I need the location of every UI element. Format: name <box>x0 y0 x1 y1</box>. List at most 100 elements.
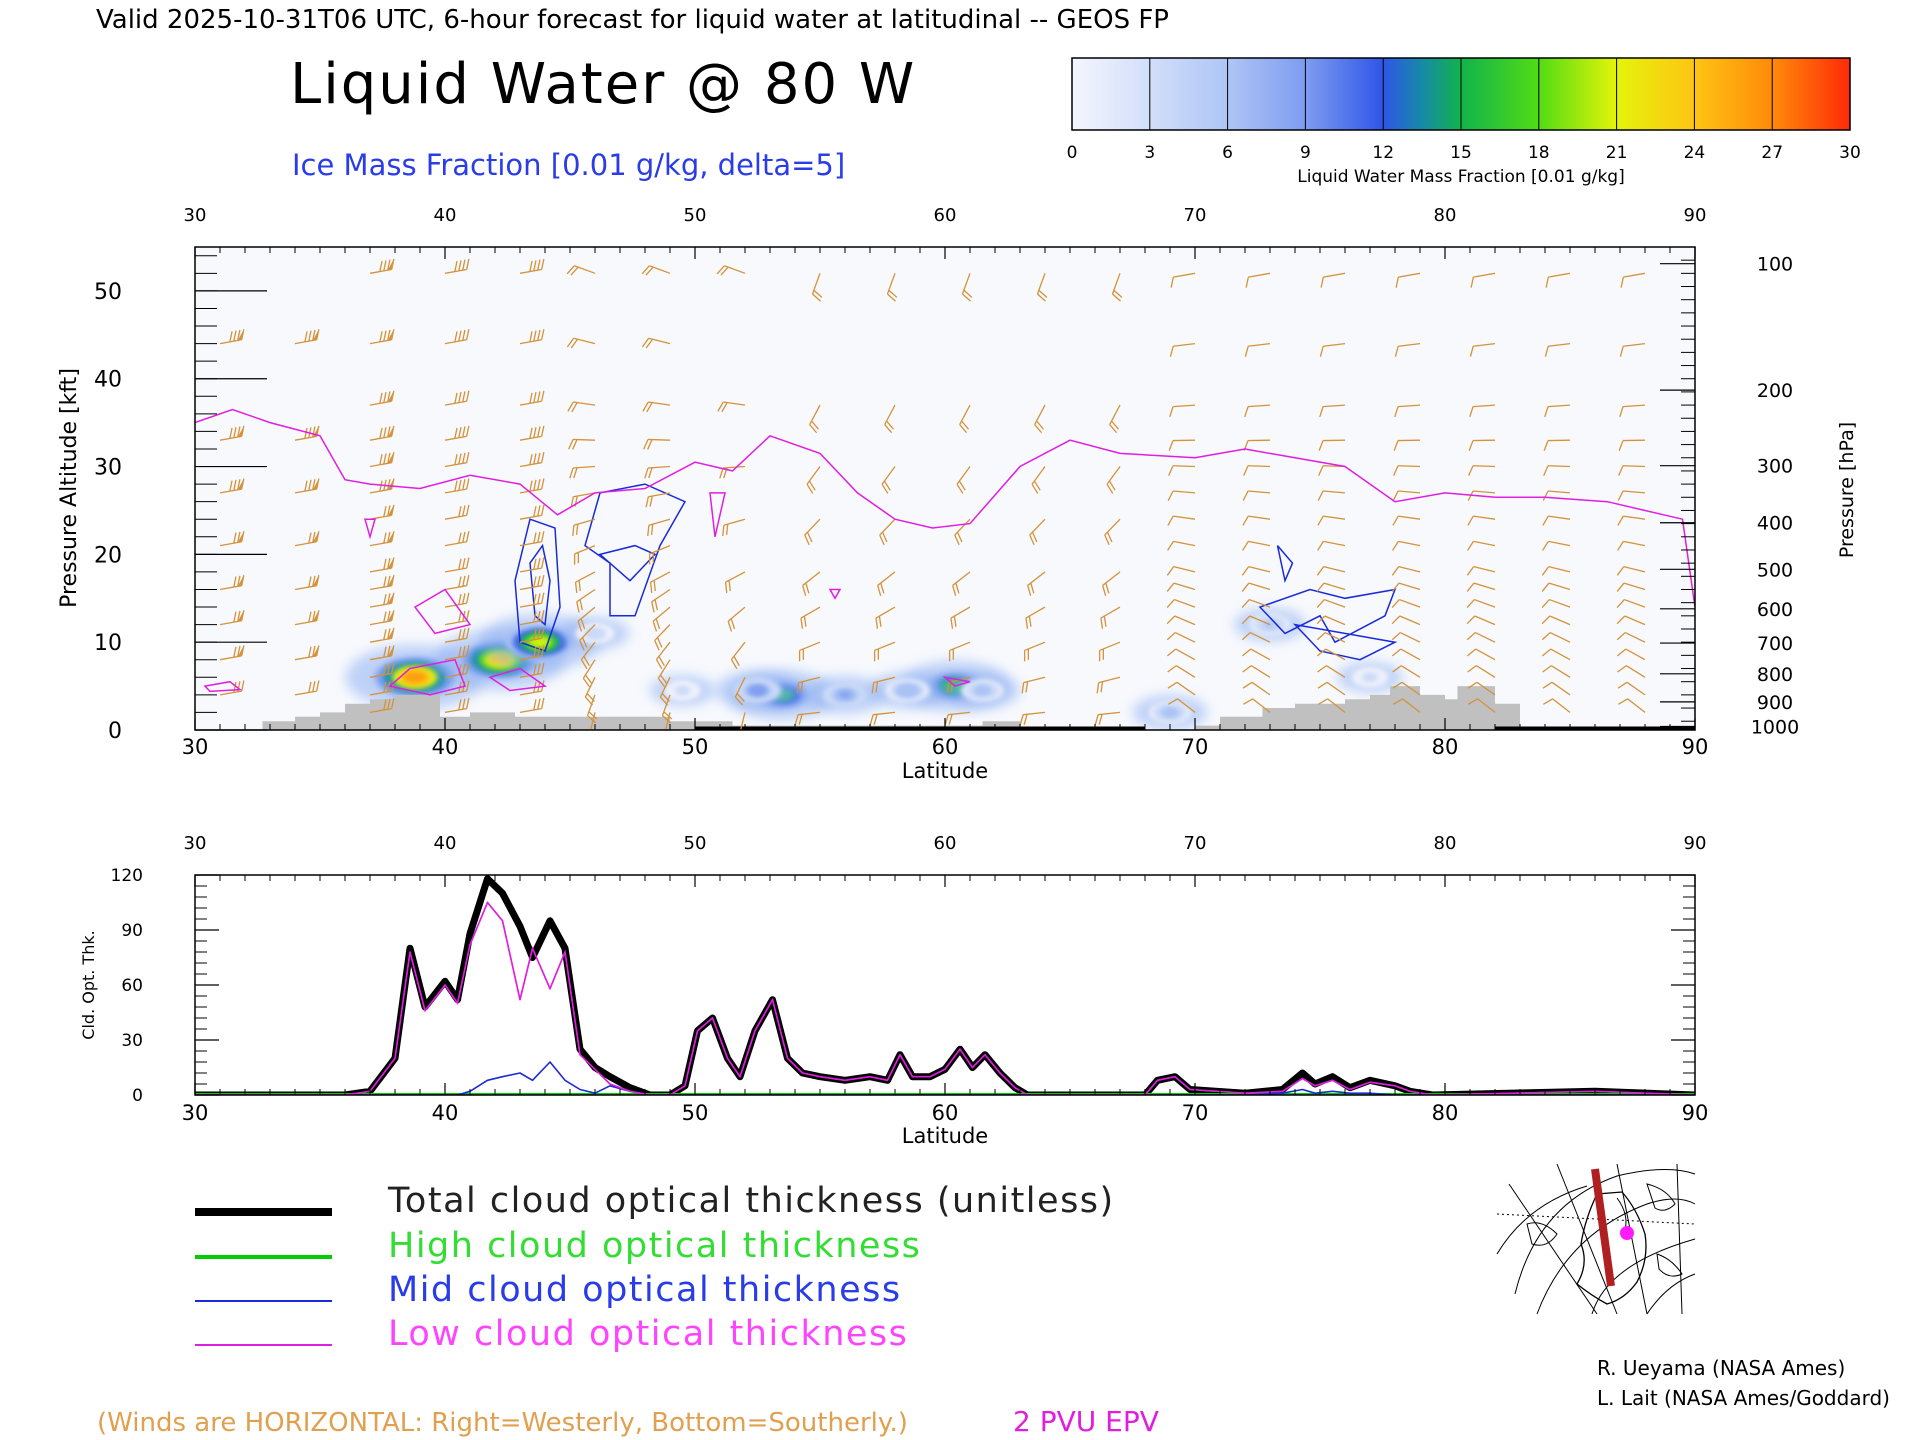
credit-ueyama: R. Ueyama (NASA Ames) <box>1597 1356 1845 1380</box>
wind-barb <box>1392 665 1421 678</box>
wind-barb <box>734 677 746 706</box>
wind-barb <box>1394 342 1421 357</box>
wind-barb <box>1166 598 1196 609</box>
wind-barb <box>1467 540 1496 551</box>
colorbar-tick-label: 6 <box>1222 143 1233 163</box>
liquid-water-patch <box>868 672 947 709</box>
wind-barb <box>877 571 896 596</box>
wind-barb <box>1543 465 1571 476</box>
wind-barb <box>652 606 671 632</box>
ice-contour <box>584 483 687 617</box>
wind-barb <box>647 518 671 537</box>
pressure-tick-label: 900 <box>1757 692 1793 714</box>
wind-barb <box>1467 648 1496 661</box>
epv-contour <box>709 492 726 537</box>
wind-barb <box>589 712 600 730</box>
pressure-tick-label: 100 <box>1757 254 1793 276</box>
wind-barb <box>1034 404 1046 434</box>
x-top-tick-label: 50 <box>684 205 707 226</box>
wind-barb <box>651 588 671 613</box>
y-tick-label: 40 <box>94 368 122 393</box>
transect-route <box>1591 1168 1615 1287</box>
wind-barb <box>1470 272 1496 288</box>
wind-barb <box>1468 465 1496 476</box>
location-dot <box>1620 1226 1634 1240</box>
x-tick-label: 90 <box>1682 735 1709 759</box>
pressure-tick-label: 500 <box>1757 559 1793 581</box>
wind-barb <box>802 571 821 596</box>
wind-barb <box>1317 681 1346 696</box>
colorbar: 0 3 6 9 12 15 18 21 24 27 30 Liquid Water Mass Fra… <box>1067 57 1861 187</box>
x-top-tick-label: 80 <box>1434 205 1457 226</box>
wind-barb <box>580 641 596 670</box>
terrain-fill <box>195 686 1695 730</box>
wind-barb <box>1318 698 1346 713</box>
wind-barb <box>1111 273 1123 302</box>
y2-tick-label: 90 <box>121 921 143 941</box>
wind-barb <box>444 452 470 468</box>
legend-label-high: High cloud optical thickness <box>388 1226 921 1266</box>
x-tick-label: 80 <box>1432 735 1459 759</box>
wind-barb <box>796 676 821 694</box>
wind-barb <box>798 641 821 662</box>
wind-barb <box>444 531 470 547</box>
wind-barb <box>811 273 823 302</box>
wind-barb <box>794 711 821 726</box>
y-tick-label: 0 <box>108 719 122 744</box>
wind-barb <box>1616 631 1646 643</box>
wind-barb <box>1391 565 1421 576</box>
wind-barb <box>1102 571 1121 596</box>
x-top-tick-label: 70 <box>1184 205 1207 226</box>
pressure-tick-label: 200 <box>1757 380 1793 402</box>
liquid-water-patch <box>1337 662 1403 693</box>
wind-barb <box>369 697 395 714</box>
wind-barb <box>1393 465 1421 476</box>
wind-barb <box>1242 515 1271 526</box>
wind-barb <box>1466 615 1496 626</box>
wind-barb <box>717 401 746 413</box>
wind-barb <box>1320 272 1346 288</box>
wind-barb <box>643 438 671 450</box>
wind-barb <box>1542 648 1571 661</box>
wind-barb <box>1241 582 1271 592</box>
wind-barb <box>1317 665 1346 678</box>
wind-barb <box>1036 273 1048 302</box>
wind-barb <box>1025 606 1046 629</box>
wind-barb <box>809 404 821 434</box>
wind-barb <box>1166 615 1196 626</box>
wind-barb <box>649 571 671 594</box>
x-top-tick-label: 60 <box>934 205 957 226</box>
wind-barb <box>1100 606 1121 629</box>
wind-barb <box>1544 404 1571 418</box>
wind-barb <box>1617 540 1646 551</box>
ice-contour <box>1292 623 1398 661</box>
wind-barb <box>730 641 746 670</box>
wind-barb <box>1317 490 1346 501</box>
wind-barb <box>644 465 671 479</box>
legend-label-total: Total cloud optical thickness (unitless) <box>387 1181 1115 1221</box>
wind-barb <box>1392 515 1421 526</box>
wind-barb <box>444 258 470 274</box>
wind-barb <box>1242 665 1271 678</box>
ice-contour <box>1276 545 1294 584</box>
wind-barb <box>444 697 470 714</box>
wind-barb <box>871 676 896 694</box>
ice-contour <box>529 543 551 627</box>
wind-barb <box>1316 598 1346 609</box>
wind-barb <box>1468 439 1496 451</box>
pressure-tick-label: 800 <box>1757 664 1793 686</box>
wind-barb <box>1242 648 1271 661</box>
wind-barb <box>519 575 545 591</box>
wind-barb <box>959 404 971 434</box>
wind-barb <box>1241 615 1271 626</box>
wind-barb <box>1242 540 1271 551</box>
wind-barb <box>657 659 671 688</box>
wind-barb <box>519 697 545 714</box>
legend-label-mid: Mid cloud optical thickness <box>388 1270 902 1310</box>
wind-barb <box>664 712 675 730</box>
wind-barb <box>1618 439 1646 451</box>
wind-barb <box>1168 698 1196 713</box>
wind-barb <box>519 627 545 643</box>
wind-barb <box>648 544 671 565</box>
wind-barb <box>645 492 671 508</box>
